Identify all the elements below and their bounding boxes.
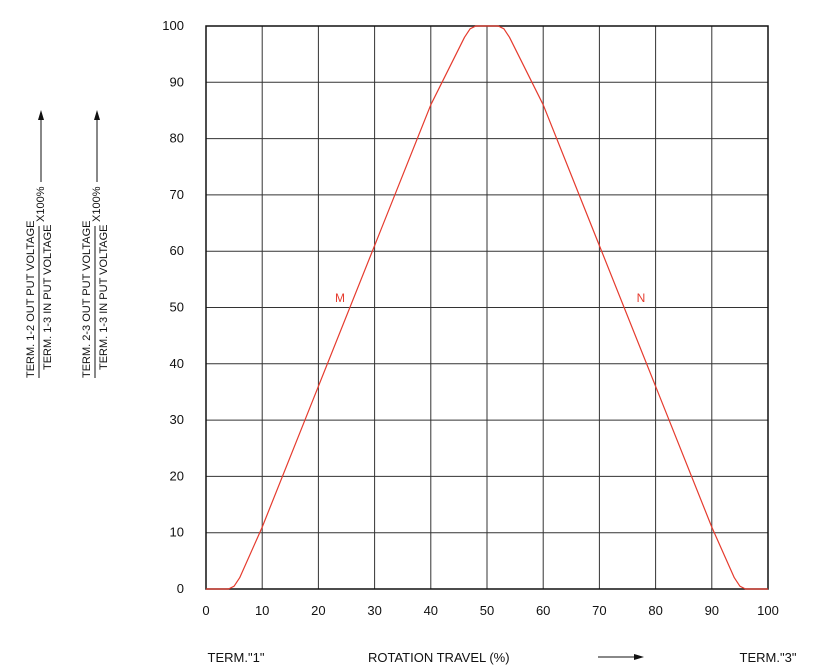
y-tick-label-60: 60 [170,243,184,258]
y-tick-labels: 0 10 20 30 40 50 60 70 80 90 100 [162,18,184,596]
y-tick-label-10: 10 [170,525,184,540]
y-tick-label-100: 100 [162,18,184,33]
y-tick-label-80: 80 [170,131,184,146]
x-tick-labels: 0 10 20 30 40 50 60 70 80 90 100 [202,603,778,618]
x-tick-label-10: 10 [255,603,269,618]
series-label-n: N [637,291,646,305]
y-axis-label-1: TERM. 1-2 OUT PUT VOLTAGE TERM. 1-3 IN P… [25,110,54,378]
y-tick-label-0: 0 [177,581,184,596]
y-label-1-denominator: TERM. 1-3 IN PUT VOLTAGE [42,225,54,370]
x-tick-label-70: 70 [592,603,606,618]
y-label-2-numerator: TERM. 2-3 OUT PUT VOLTAGE [81,221,93,379]
x-tick-label-80: 80 [648,603,662,618]
x-tick-label-20: 20 [311,603,325,618]
x-axis-arrow [598,654,644,660]
y-tick-label-70: 70 [170,187,184,202]
series-label-m: M [335,291,345,305]
grid [205,25,769,590]
y-label-2-factor: X100% [91,186,103,222]
x-tick-label-100: 100 [757,603,779,618]
x-tick-label-40: 40 [424,603,438,618]
y-tick-label-20: 20 [170,468,184,483]
x-tick-label-50: 50 [480,603,494,618]
y-tick-label-90: 90 [170,74,184,89]
x-axis-label: ROTATION TRAVEL (%) [368,650,510,665]
y-label-1-numerator: TERM. 1-2 OUT PUT VOLTAGE [25,221,37,379]
x-tick-label-0: 0 [202,603,209,618]
y-label-1-factor: X100% [35,186,47,222]
x-tick-label-90: 90 [705,603,719,618]
curves [206,25,768,590]
series-line-m [206,25,487,590]
x-tick-label-30: 30 [367,603,381,618]
left-end-label: TERM."1" [208,650,265,665]
y-tick-label-50: 50 [170,300,184,315]
y-label-2-denominator: TERM. 1-3 IN PUT VOLTAGE [98,225,110,370]
x-tick-label-60: 60 [536,603,550,618]
series-line-n [487,25,768,590]
y-tick-label-40: 40 [170,356,184,371]
y-tick-label-30: 30 [170,412,184,427]
y-axis-label-2: TERM. 2-3 OUT PUT VOLTAGE TERM. 1-3 IN P… [81,110,110,378]
right-end-label: TERM."3" [740,650,797,665]
